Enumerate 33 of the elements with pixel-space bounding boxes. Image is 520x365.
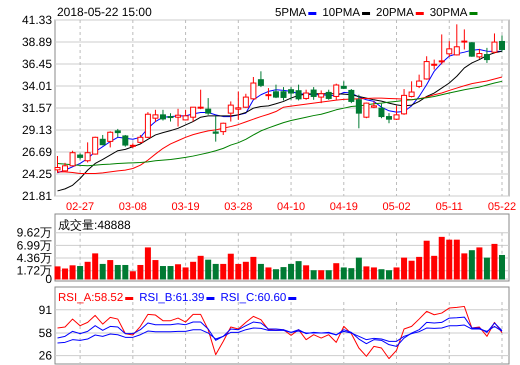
y-tick-label: 36.45	[22, 57, 52, 71]
x-tick-label: 05-22	[488, 201, 516, 213]
y-tick-label: 4.36万	[16, 251, 52, 266]
x-tick-label: 03-19	[172, 201, 200, 213]
y-tick-label: 58	[38, 326, 52, 340]
y-tick-label: 26	[38, 348, 52, 363]
legend-label: RSI_C:60.60	[220, 292, 286, 304]
y-tick-label: 41.33	[22, 13, 52, 27]
legend-label: 10PMA	[322, 7, 360, 19]
chart-title: 2018-05-22 15:00	[57, 5, 152, 19]
x-tick-label: 04-10	[276, 201, 306, 213]
x-tick-label: 05-11	[436, 201, 463, 213]
y-tick-label: 91	[38, 302, 52, 317]
y-tick-label: 29.13	[22, 123, 52, 137]
legend-label: 30PMA	[430, 7, 468, 19]
x-tick-label: 02-27	[66, 201, 94, 213]
x-tick-label: 03-28	[224, 201, 252, 213]
x-tick-label: 04-19	[330, 201, 358, 213]
legend-label: 20PMA	[376, 7, 414, 19]
y-tick-label: 24.25	[22, 167, 52, 181]
y-tick-label: 6.99万	[16, 238, 52, 252]
x-tick-label: 05-02	[382, 201, 411, 213]
y-tick-label: 21.81	[22, 189, 52, 203]
y-tick-label: 38.89	[22, 35, 52, 49]
y-tick-label: 31.57	[22, 101, 52, 115]
y-tick-label: 34.01	[22, 79, 52, 93]
legend-label: RSI_B:61.39	[139, 292, 204, 304]
y-tick-label: 9.62万	[16, 226, 52, 240]
legend-label: RSI_A:58.52	[58, 292, 124, 304]
y-tick-label: 26.69	[22, 145, 52, 159]
x-tick-label: 03-08	[118, 201, 147, 213]
chart-title: 成交量:48888	[58, 218, 132, 232]
legend-label: 5PMA	[275, 7, 307, 19]
